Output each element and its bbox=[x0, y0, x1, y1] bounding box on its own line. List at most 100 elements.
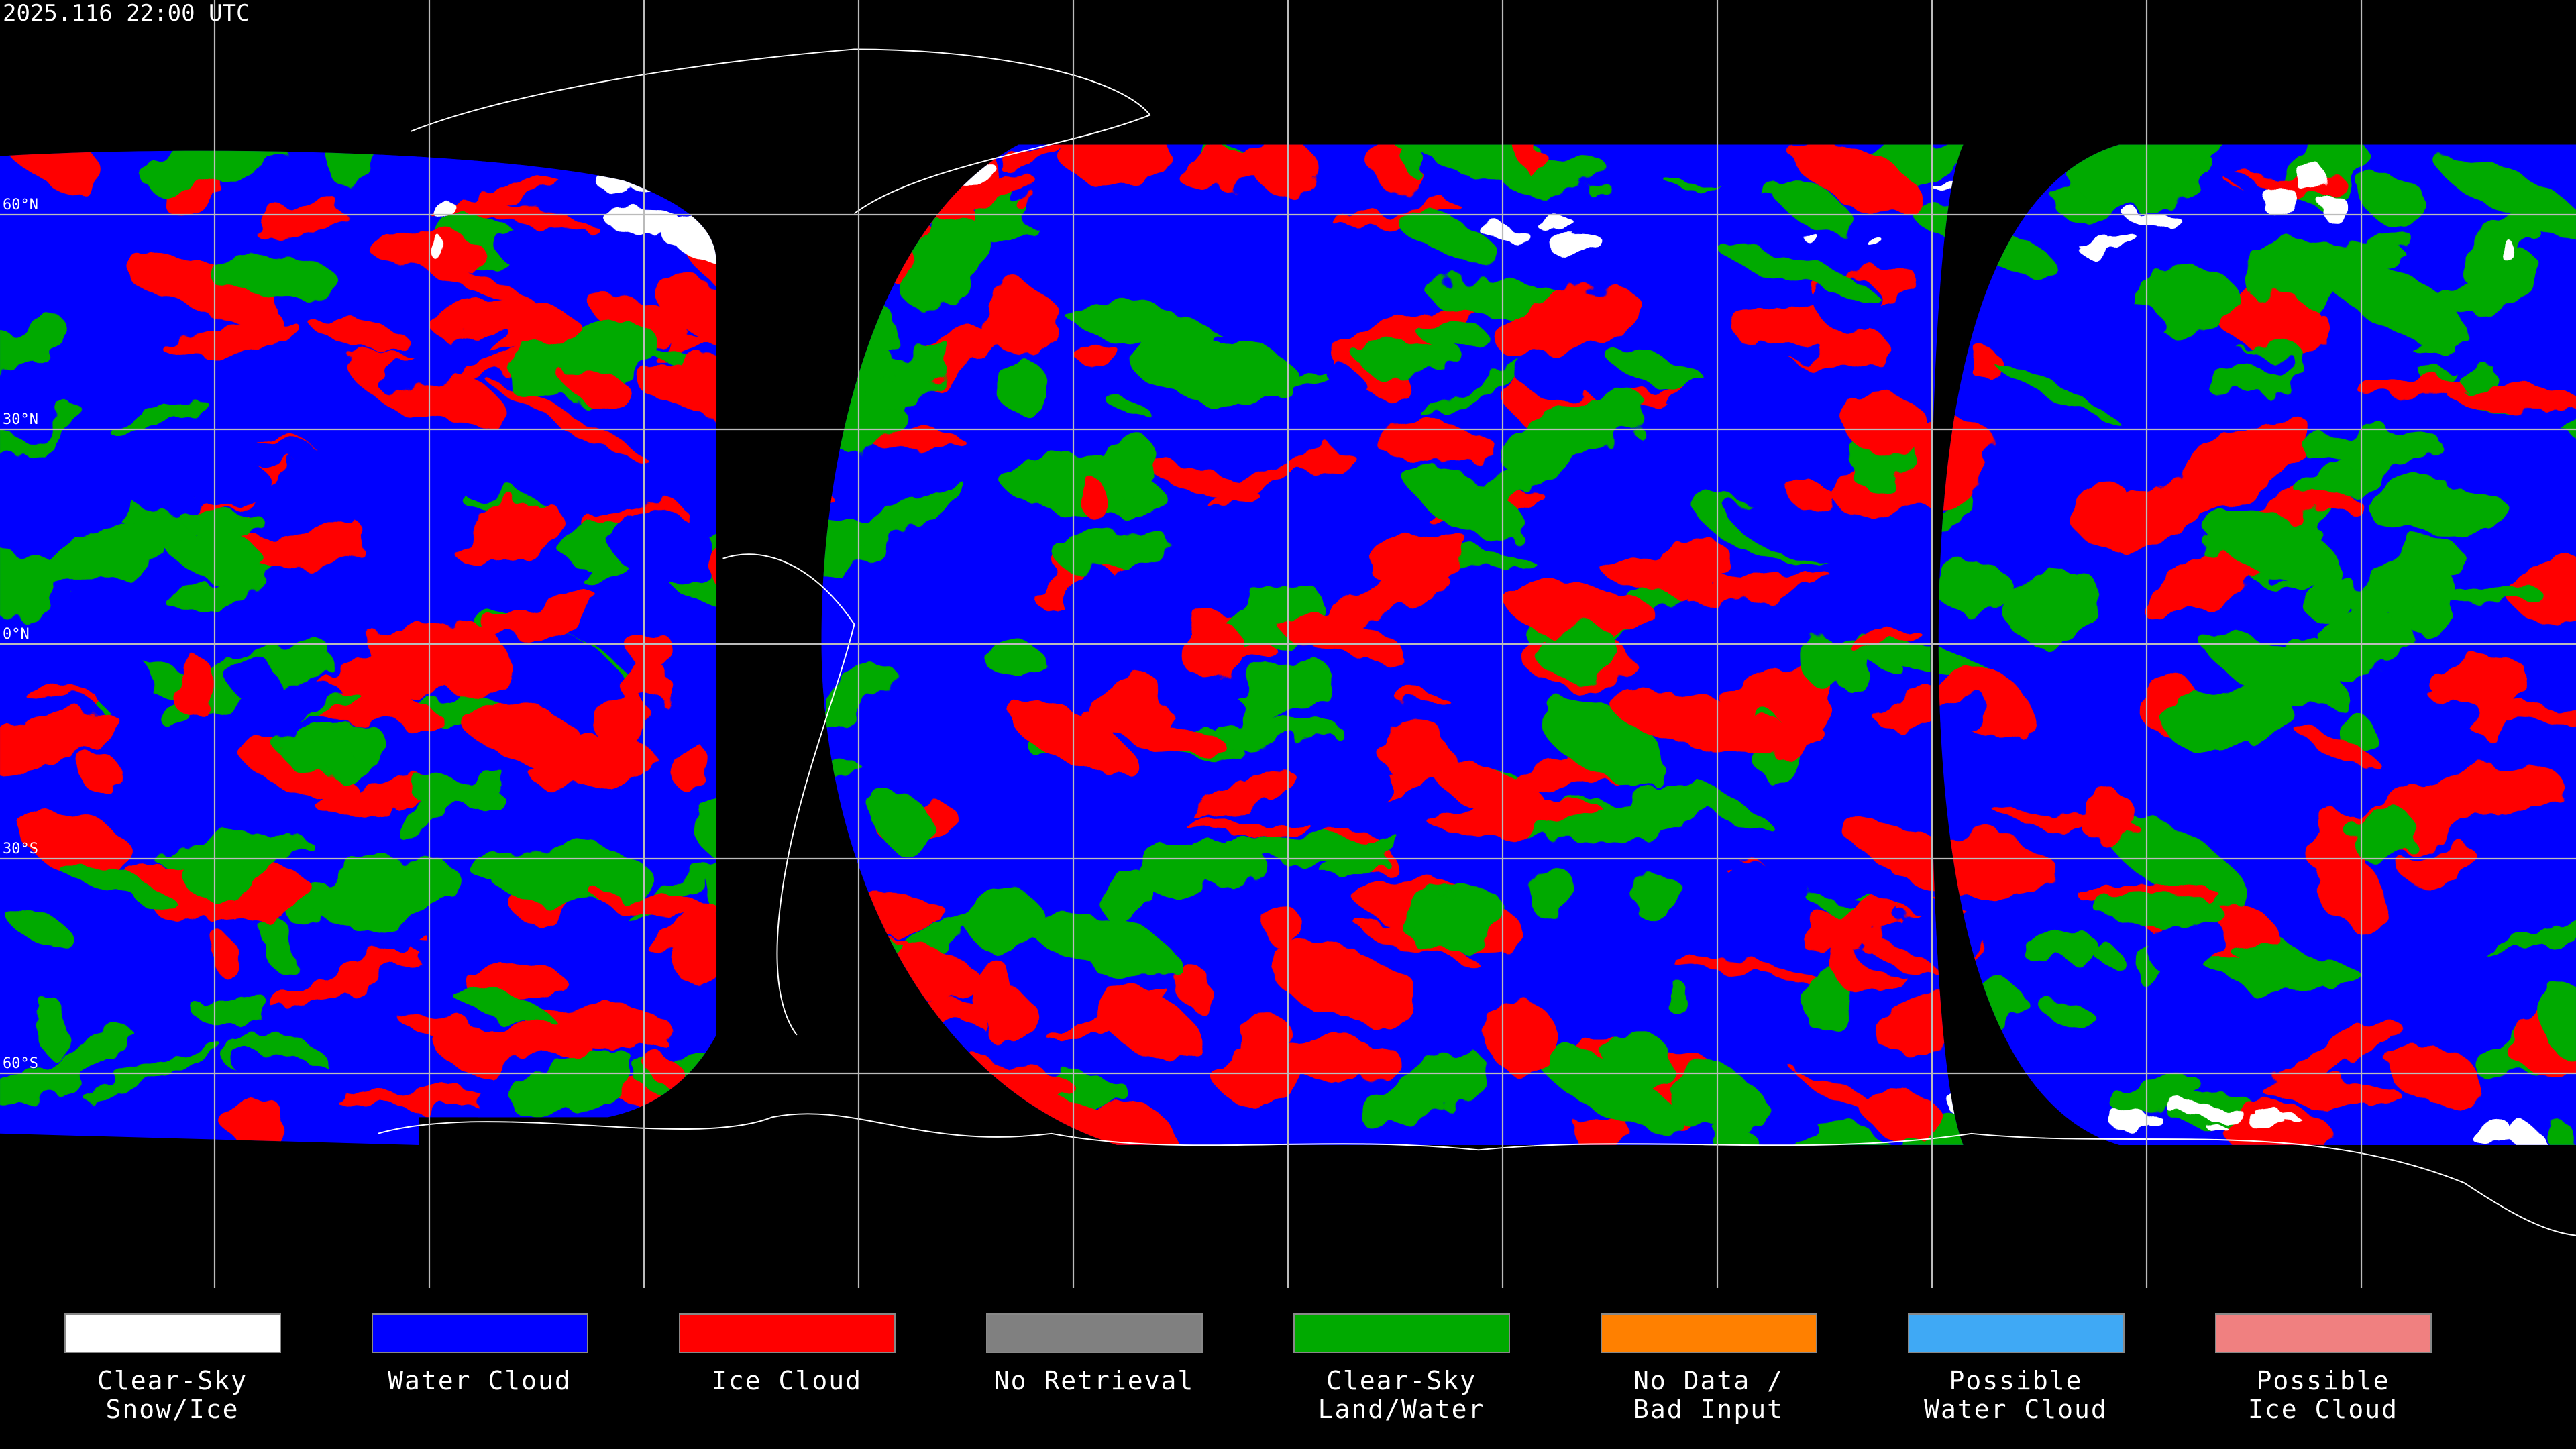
legend-label: No Retrieval bbox=[994, 1366, 1195, 1395]
cloud-patch bbox=[1501, 390, 1648, 475]
cloud-patch bbox=[81, 1042, 221, 1098]
timestamp-title: 2025.116 22:00 UTC bbox=[3, 0, 250, 27]
cloud-patch bbox=[1213, 1046, 1303, 1110]
cloud-patch bbox=[805, 669, 900, 727]
cloud-patch bbox=[2186, 144, 2224, 163]
cloud-patch bbox=[670, 743, 707, 789]
cloud-patch bbox=[2233, 946, 2359, 981]
cloud-patch bbox=[156, 323, 308, 354]
snow-ice-patch bbox=[2502, 245, 2520, 263]
cloud-patch bbox=[3, 144, 103, 189]
cloud-patch bbox=[1189, 841, 1269, 890]
cloud-patch bbox=[2268, 1080, 2405, 1108]
cloud-patch bbox=[1057, 565, 1124, 623]
cloud-patch bbox=[1371, 533, 1472, 584]
snow-ice-patch bbox=[2205, 1122, 2225, 1130]
legend-swatch bbox=[2214, 1313, 2432, 1353]
cloud-patch bbox=[1940, 561, 2009, 616]
legend-swatch bbox=[1907, 1313, 2125, 1353]
cloud-patch bbox=[912, 217, 991, 278]
cloud-patch bbox=[1803, 968, 1851, 1032]
cloud-patch bbox=[244, 448, 390, 541]
cloud-patch bbox=[2139, 552, 2263, 619]
cloud-patch bbox=[311, 725, 348, 773]
cloud-patch bbox=[1379, 718, 1452, 781]
cloud-patch bbox=[2037, 409, 2110, 475]
cloud-patch bbox=[1406, 464, 1527, 542]
cloud-patch bbox=[996, 1078, 1137, 1145]
cloud-patch bbox=[435, 627, 512, 699]
cloud-patch bbox=[1970, 347, 1998, 380]
snow-ice-patch bbox=[2127, 209, 2179, 227]
cloud-patch bbox=[1296, 747, 1391, 818]
cloud-patch bbox=[1270, 943, 1420, 1020]
cloud-patch bbox=[455, 456, 517, 505]
cloud-patch bbox=[2542, 1124, 2575, 1145]
cloud-patch bbox=[54, 860, 175, 905]
legend-item: Water Cloud bbox=[339, 1313, 621, 1395]
cloud-patch bbox=[1516, 355, 1586, 397]
legend-label: Possible Water Cloud bbox=[1924, 1366, 2108, 1424]
graticule bbox=[0, 0, 2576, 1288]
cloud-patch bbox=[341, 1091, 497, 1112]
cloud-patch bbox=[2431, 655, 2530, 707]
cloud-patch bbox=[2351, 804, 2416, 864]
cloud-patch bbox=[1730, 504, 1860, 564]
cloud-patch bbox=[1087, 667, 1165, 740]
legend-swatch bbox=[64, 1313, 281, 1353]
cloud-patch bbox=[449, 987, 557, 1027]
cloud-patch bbox=[1059, 144, 1169, 184]
cloud-patch bbox=[1051, 987, 1168, 1044]
cloud-patch bbox=[1846, 708, 1882, 763]
cloud-patch bbox=[2542, 988, 2576, 1055]
cloud-patch bbox=[504, 1051, 637, 1111]
cloud-patch bbox=[1097, 868, 1157, 927]
cloud-patch bbox=[873, 568, 936, 614]
cloud-patch bbox=[1799, 908, 1864, 952]
cloud-patch bbox=[0, 549, 60, 622]
coastlines bbox=[378, 48, 2576, 1236]
cloud-patch bbox=[1935, 692, 1994, 740]
cloud-patch bbox=[1175, 963, 1212, 1010]
cloud-patch bbox=[455, 501, 562, 566]
cloud-patch bbox=[943, 575, 1034, 616]
cloud-patch bbox=[1185, 616, 1241, 686]
cloud-patch bbox=[0, 706, 117, 773]
cloud-patch bbox=[1578, 1111, 1627, 1145]
cloud-patch bbox=[2239, 288, 2318, 335]
cloud-patch bbox=[1209, 452, 1332, 508]
cloud-patch bbox=[233, 659, 280, 706]
legend-label: Clear-Sky Land/Water bbox=[1318, 1366, 1485, 1424]
cloud-patch bbox=[1515, 144, 1543, 175]
cloud-patch bbox=[1189, 771, 1295, 816]
cloud-patch bbox=[1884, 833, 2058, 898]
cloud-patch bbox=[1599, 556, 1718, 591]
snow-ice-patch bbox=[2258, 1111, 2298, 1121]
cloud-patch bbox=[560, 367, 632, 405]
antarctica-coast bbox=[378, 1113, 2576, 1236]
cloud-patch bbox=[2165, 679, 2291, 753]
cloud-patch bbox=[2059, 1071, 2143, 1090]
cloud-patch bbox=[1666, 343, 1820, 406]
cloud-patch bbox=[1607, 1030, 1673, 1089]
legend-label: Clear-Sky Snow/Ice bbox=[97, 1366, 248, 1424]
legend-item: Clear-Sky Land/Water bbox=[1260, 1313, 1542, 1424]
cloud-patch bbox=[967, 886, 1039, 953]
cloud-patch bbox=[2222, 1102, 2331, 1145]
cloud-patch bbox=[2424, 433, 2546, 491]
cloud-patch bbox=[194, 994, 272, 1026]
snow-ice-patch bbox=[432, 239, 449, 263]
cloud-patch bbox=[35, 998, 66, 1053]
cloud-patch bbox=[2490, 903, 2576, 960]
cloud-patch bbox=[966, 957, 1017, 1023]
cloud-patch bbox=[255, 914, 294, 967]
snow-ice-patch bbox=[1549, 233, 1607, 260]
cloud-patch bbox=[1006, 700, 1139, 779]
cloud-patch bbox=[1024, 908, 1182, 979]
cloud-patch bbox=[429, 177, 561, 217]
cloud-patch bbox=[1223, 833, 1381, 862]
cloud-patch bbox=[2090, 941, 2118, 962]
cloud-patch bbox=[322, 144, 379, 192]
cloud-patch bbox=[1375, 423, 1493, 463]
